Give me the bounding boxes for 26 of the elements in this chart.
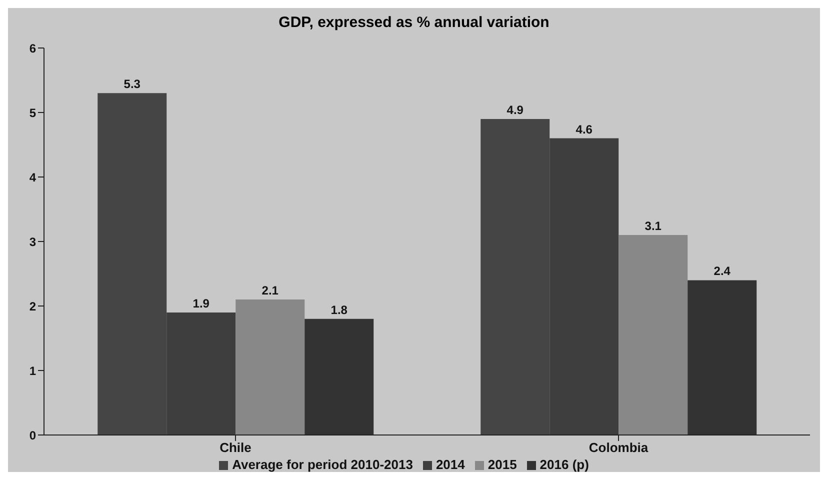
data-label: 3.1	[644, 219, 662, 234]
y-tick-label: 1	[29, 364, 36, 378]
y-tick-label: 3	[29, 234, 36, 249]
legend-label: 2015	[488, 457, 517, 472]
data-label: 1.8	[330, 302, 348, 317]
bar	[304, 318, 374, 435]
data-label: 2.4	[714, 264, 731, 278]
data-label: 2.1	[262, 284, 279, 298]
y-tick-label: 0	[29, 428, 36, 442]
legend-label: Average for period 2010-2013	[232, 457, 413, 472]
legend-label: 2014	[436, 457, 465, 472]
y-tick-label: 4	[29, 170, 36, 184]
legend-label: 2016 (p)	[540, 457, 589, 472]
y-tick-label: 6	[29, 41, 36, 56]
data-label: 4.6	[576, 122, 593, 136]
data-label: 1.9	[192, 296, 210, 310]
data-label: 4.9	[506, 102, 524, 117]
x-tick-label: Chile	[220, 440, 252, 456]
y-tick-label: 2	[29, 299, 36, 314]
data-label: 5.3	[124, 77, 141, 92]
bar	[618, 235, 688, 435]
x-tick-label: Colombia	[588, 440, 649, 456]
chart-title: GDP, expressed as % annual variation	[278, 13, 550, 33]
y-tick-label: 5	[29, 106, 36, 120]
bar	[236, 300, 305, 435]
bar	[688, 280, 757, 435]
